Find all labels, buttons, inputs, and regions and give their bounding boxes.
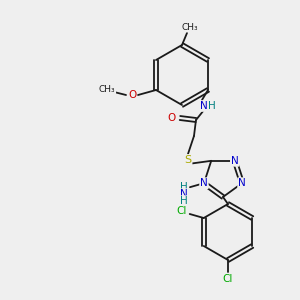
Text: N: N [200, 178, 208, 188]
Text: H: H [208, 101, 216, 111]
Text: N: N [180, 189, 188, 199]
Text: N: N [200, 101, 208, 111]
Text: CH₃: CH₃ [99, 85, 115, 94]
Text: N: N [238, 178, 246, 188]
Text: Cl: Cl [223, 274, 233, 284]
Text: O: O [128, 90, 136, 100]
Text: H: H [180, 196, 188, 206]
Text: N: N [231, 156, 238, 166]
Text: S: S [184, 155, 191, 165]
Text: CH₃: CH₃ [182, 22, 198, 32]
Text: O: O [168, 113, 176, 123]
Text: Cl: Cl [176, 206, 187, 216]
Text: H: H [180, 182, 188, 192]
